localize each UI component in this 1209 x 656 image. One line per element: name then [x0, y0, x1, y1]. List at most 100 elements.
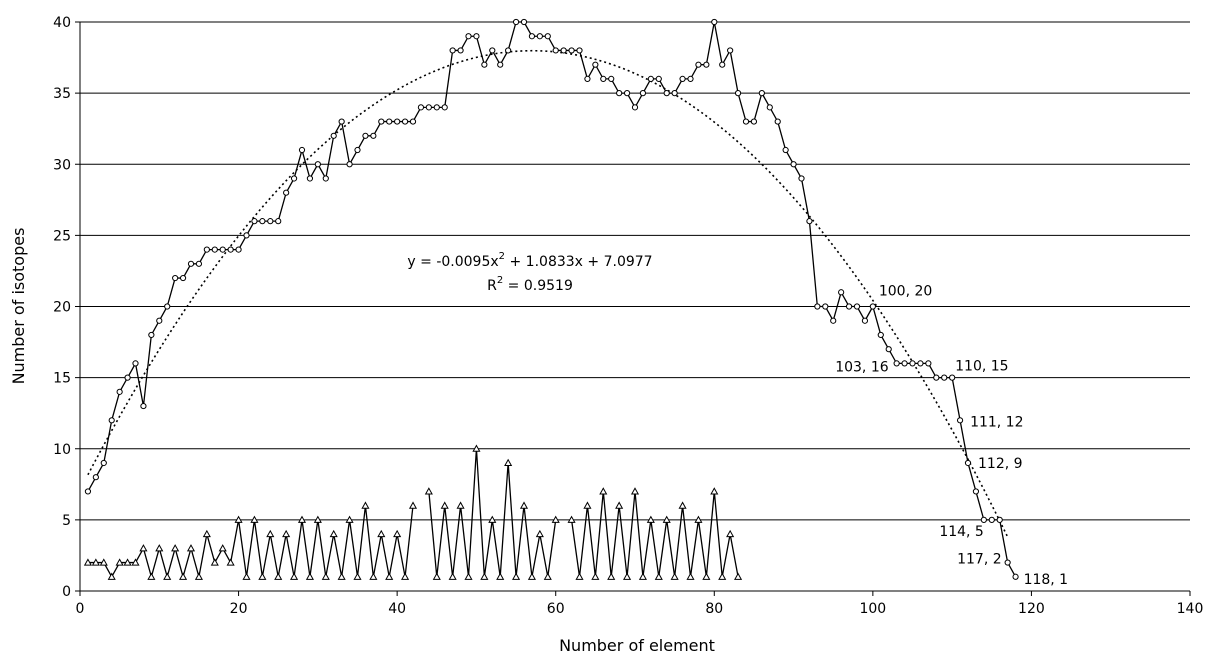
series-1-point	[354, 146, 361, 154]
series-2-point	[424, 487, 433, 495]
y-tick-label: 10	[53, 442, 71, 458]
series-2-point	[686, 572, 695, 580]
series-2-point	[591, 572, 600, 580]
series-2-point	[329, 529, 338, 538]
series-1-point	[766, 104, 773, 111]
series-2-point	[488, 515, 497, 523]
series-1-point	[505, 47, 512, 54]
series-1-point	[187, 260, 195, 267]
series-2-point	[385, 572, 394, 580]
series-1-point	[362, 132, 369, 139]
y-tick-label: 20	[53, 300, 71, 316]
series-2-point	[131, 558, 140, 566]
series-1-point	[853, 303, 861, 310]
series-2-point	[202, 529, 211, 538]
series-2-point	[218, 544, 227, 552]
r-squared-label: R2 = 0.9519	[487, 275, 573, 294]
series-2-point	[258, 572, 267, 580]
series-1-point	[473, 33, 480, 40]
point-annotation: 100, 20	[879, 284, 932, 300]
series-1-point	[941, 374, 948, 381]
series-2-point	[361, 501, 370, 509]
series-2-point	[147, 572, 156, 580]
series-1-point	[830, 317, 837, 324]
series-1-point	[203, 246, 210, 253]
series-layer	[83, 18, 1019, 580]
series-1-point	[687, 75, 694, 83]
x-tick-label: 20	[230, 601, 248, 617]
series-1-point	[663, 90, 670, 97]
series-1-point	[465, 33, 472, 40]
series-1-point	[544, 33, 551, 40]
x-tick-labels: 0 20 40 60 80 100 120 140	[76, 601, 1204, 617]
series-2-point	[282, 529, 291, 538]
series-2-point	[456, 501, 465, 509]
series-2-point	[313, 515, 322, 523]
series-1-point	[227, 246, 234, 253]
series-2-point	[83, 558, 92, 566]
series-1-point	[338, 118, 345, 125]
series-1-point	[616, 90, 623, 97]
series-2-point	[519, 501, 529, 509]
series-1-point	[750, 118, 758, 125]
y-axis-title: Number of isotopes	[9, 228, 28, 385]
series-2-point	[734, 572, 743, 580]
series-1-point	[520, 18, 528, 26]
series-2-point	[107, 572, 116, 580]
point-annotation: 112, 9	[978, 456, 1023, 472]
series-2-point	[615, 501, 624, 509]
series-1-point	[164, 303, 171, 310]
series-1-point	[972, 488, 980, 495]
series-2-point	[567, 515, 576, 523]
series-2-point	[250, 515, 259, 523]
series-1-point	[703, 61, 710, 68]
series-2-point	[163, 572, 172, 580]
series-1-point	[314, 161, 321, 168]
y-tick-label: 40	[53, 15, 71, 31]
gridlines	[80, 21, 1190, 521]
point-annotation: 111, 12	[970, 414, 1023, 430]
series-1-point	[449, 47, 456, 54]
series-1-point	[734, 90, 742, 97]
series-1-point	[988, 516, 995, 523]
series-2-point	[638, 572, 647, 580]
series-2-point	[702, 572, 711, 580]
series-1-point	[623, 90, 631, 97]
series-1-point	[298, 146, 306, 154]
x-tick-label: 60	[547, 601, 565, 617]
series-2-point	[91, 558, 100, 566]
series-2-point	[654, 572, 663, 580]
series-1-point	[172, 274, 179, 282]
series-2-point	[504, 458, 513, 467]
series-2-point	[345, 515, 354, 523]
series-1-point	[283, 189, 290, 196]
series-2-point	[662, 515, 671, 523]
series-2-point	[583, 501, 592, 509]
series-2-point	[630, 487, 640, 495]
point-annotation: 114, 5	[939, 524, 984, 540]
series-1-point	[584, 75, 591, 83]
series-2-point	[234, 515, 243, 523]
series-2-point	[290, 572, 299, 580]
series-2-point	[464, 572, 473, 580]
series-1-point	[378, 118, 385, 125]
series-1-point	[893, 360, 900, 367]
series-1-point	[251, 218, 258, 225]
series-1-point	[917, 360, 924, 367]
series-2-point	[186, 544, 196, 552]
series-1-point	[822, 303, 829, 310]
x-tick-label: 140	[1177, 601, 1204, 617]
series-1-point	[568, 47, 575, 54]
series-2-point	[408, 501, 418, 509]
series-2-line	[87, 448, 739, 580]
y-tick-label: 5	[62, 513, 71, 529]
point-annotation: 110, 15	[955, 359, 1008, 375]
series-1-point	[727, 47, 734, 54]
series-1-point	[409, 118, 417, 125]
series-1-point	[306, 175, 314, 182]
series-1-point	[346, 161, 353, 168]
series-2-point	[480, 572, 489, 580]
series-1-point	[92, 474, 99, 481]
series-2-point	[527, 572, 536, 580]
series-2-point	[623, 572, 632, 580]
